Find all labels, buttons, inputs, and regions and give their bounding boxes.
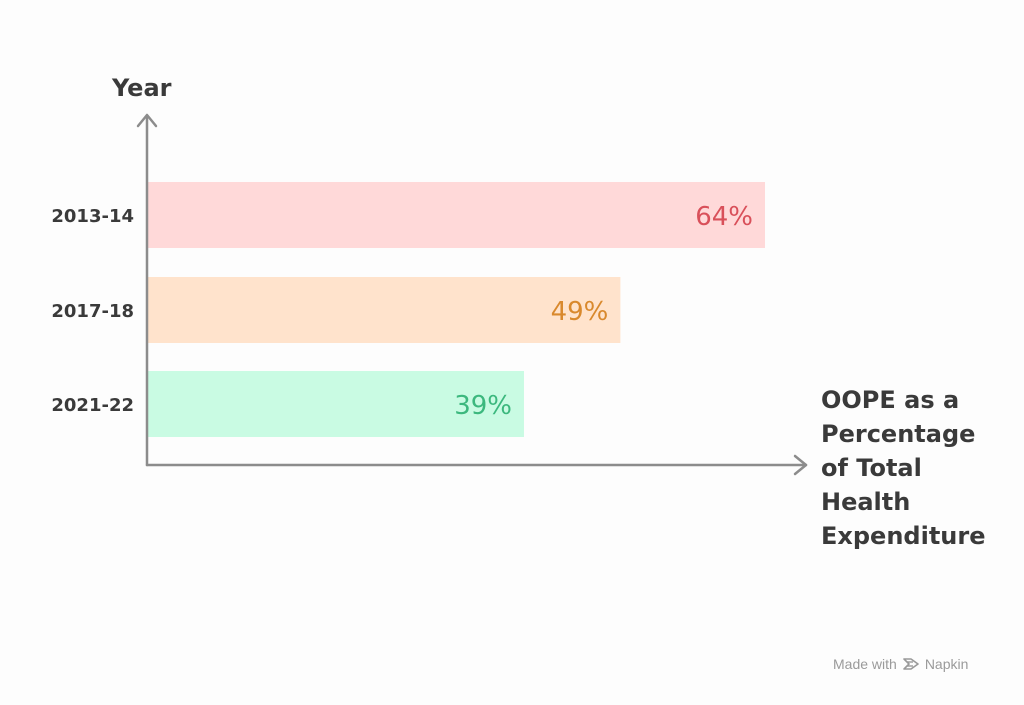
x-axis-title-line: Percentage bbox=[821, 420, 976, 448]
made-with-napkin-badge[interactable]: Made with Napkin bbox=[833, 656, 968, 672]
y-axis-title: Year bbox=[112, 74, 172, 102]
x-axis-title-line: OOPE as a bbox=[821, 386, 960, 414]
y-tick-label: 2013-14 bbox=[51, 206, 134, 227]
x-axis-title-line: Health bbox=[821, 488, 911, 516]
bar-value-label: 39% bbox=[454, 391, 512, 421]
napkin-logo-icon bbox=[903, 658, 919, 670]
bar-2017-18 bbox=[148, 277, 621, 343]
bar-value-label: 64% bbox=[695, 202, 753, 232]
bars-group: 64% 49% 39% bbox=[148, 182, 765, 437]
axes-group bbox=[136, 113, 808, 476]
y-axis-arrow-icon bbox=[136, 113, 158, 128]
napkin-brand-label: Napkin bbox=[924, 656, 969, 672]
bar-2021-22 bbox=[148, 371, 524, 437]
y-tick-labels: 2013-14 2017-18 2021-22 bbox=[51, 206, 134, 416]
x-axis-title-line: of Total bbox=[821, 454, 922, 482]
y-tick-label: 2017-18 bbox=[51, 301, 134, 322]
y-tick-label: 2021-22 bbox=[51, 395, 134, 416]
x-axis-arrow-icon bbox=[793, 454, 808, 476]
bar-value-label: 49% bbox=[551, 297, 609, 327]
x-axis-title: OOPE as a Percentage of Total Health Exp… bbox=[821, 383, 1021, 553]
x-axis-title-line: Expenditure bbox=[821, 522, 986, 550]
made-with-label: Made with bbox=[833, 656, 897, 672]
bar-2013-14 bbox=[148, 182, 765, 248]
